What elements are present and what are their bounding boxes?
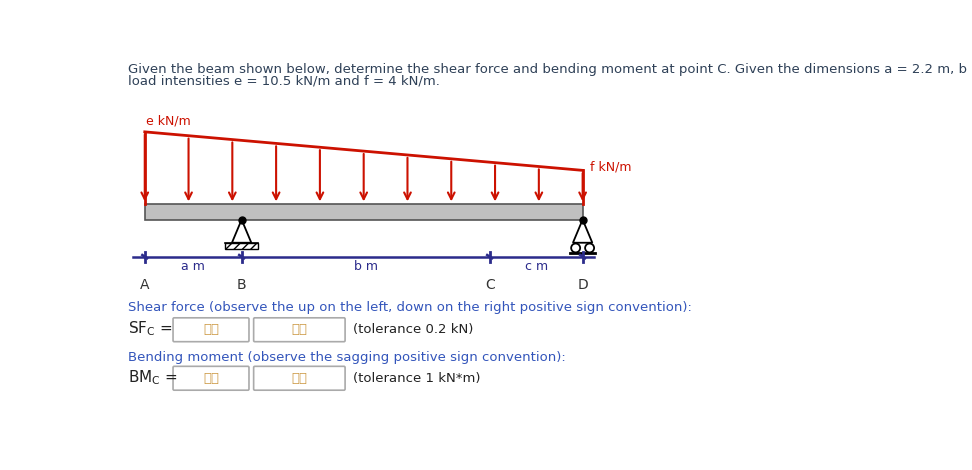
Text: 单位: 单位 (292, 372, 307, 385)
Text: $\mathregular{BM_C}$ =: $\mathregular{BM_C}$ = (127, 368, 177, 387)
Text: D: D (577, 278, 588, 292)
Text: Bending moment (observe the sagging positive sign convention):: Bending moment (observe the sagging posi… (127, 351, 566, 363)
Text: c m: c m (525, 260, 547, 274)
FancyBboxPatch shape (173, 318, 249, 342)
Text: 数字: 数字 (203, 372, 219, 385)
FancyBboxPatch shape (254, 366, 345, 390)
Text: (tolerance 1 kN*m): (tolerance 1 kN*m) (353, 372, 481, 385)
Text: 单位: 单位 (292, 323, 307, 336)
FancyBboxPatch shape (254, 318, 345, 342)
Text: $\mathregular{SF_C}$ =: $\mathregular{SF_C}$ = (127, 320, 172, 338)
Text: B: B (237, 278, 247, 292)
Text: 数字: 数字 (203, 323, 219, 336)
Text: f kN/m: f kN/m (590, 161, 632, 174)
Polygon shape (573, 219, 592, 243)
Text: Given the beam shown below, determine the shear force and bending moment at poin: Given the beam shown below, determine th… (127, 63, 972, 76)
Bar (225, 243, 259, 249)
Text: a m: a m (181, 260, 205, 274)
Text: Shear force (observe the up on the left, down on the right positive sign convent: Shear force (observe the up on the left,… (127, 301, 691, 314)
Text: b m: b m (354, 260, 378, 274)
FancyBboxPatch shape (173, 366, 249, 390)
Text: (tolerance 0.2 kN): (tolerance 0.2 kN) (353, 323, 473, 336)
Text: e kN/m: e kN/m (146, 114, 191, 127)
Polygon shape (232, 219, 252, 243)
Bar (145, 204, 582, 219)
Text: C: C (485, 278, 495, 292)
Text: load intensities e = 10.5 kN/m and f = 4 kN/m.: load intensities e = 10.5 kN/m and f = 4… (127, 75, 439, 88)
Text: A: A (140, 278, 150, 292)
